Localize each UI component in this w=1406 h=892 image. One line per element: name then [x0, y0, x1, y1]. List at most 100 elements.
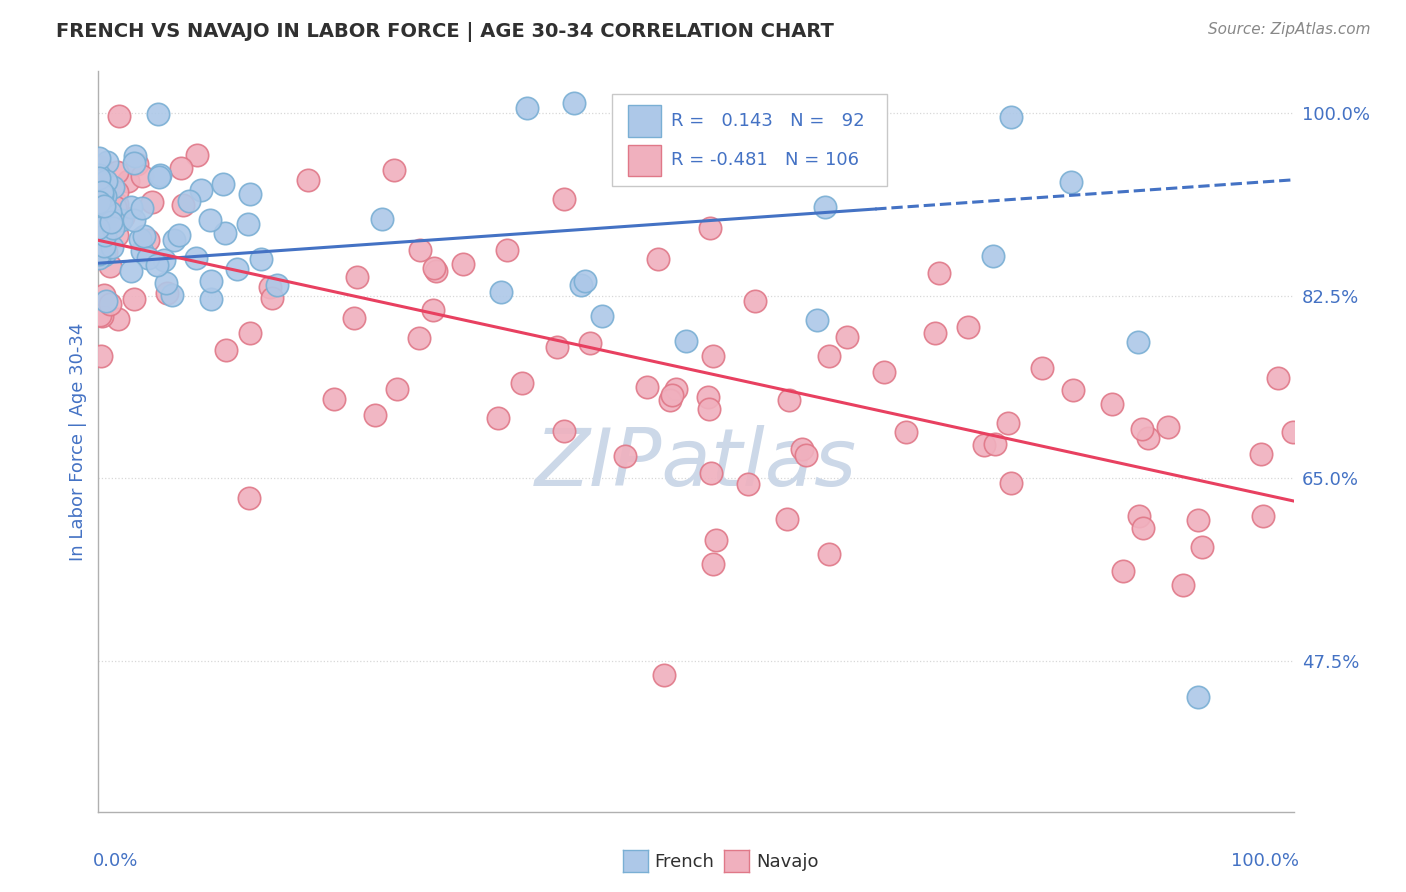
- Point: [87, 221, 110, 235]
- Point: [422, 302, 444, 317]
- Point: [93, 288, 115, 302]
- Point: [131, 169, 153, 184]
- Point: [364, 408, 387, 422]
- Point: [873, 365, 896, 379]
- Point: [200, 292, 222, 306]
- Point: [574, 274, 596, 288]
- Point: [134, 228, 156, 243]
- Text: Source: ZipAtlas.com: Source: ZipAtlas.com: [1208, 22, 1371, 37]
- Point: [896, 425, 918, 439]
- Point: [172, 198, 194, 212]
- Point: [266, 278, 288, 293]
- Point: [1156, 419, 1178, 434]
- Point: [814, 201, 837, 215]
- Point: [89, 242, 111, 256]
- Point: [658, 392, 681, 407]
- Point: [744, 294, 766, 309]
- Point: [122, 292, 145, 306]
- Point: [110, 213, 132, 227]
- Point: [928, 266, 950, 280]
- Point: [837, 330, 859, 344]
- Point: [105, 197, 128, 211]
- Point: [89, 308, 111, 322]
- Point: [91, 207, 114, 221]
- Text: 0.0%: 0.0%: [93, 853, 138, 871]
- Point: [87, 235, 110, 249]
- Point: [198, 213, 221, 227]
- Point: [817, 349, 839, 363]
- Point: [128, 232, 150, 246]
- Point: [96, 186, 118, 201]
- Point: [699, 221, 721, 235]
- Point: [776, 512, 799, 526]
- Point: [983, 436, 1005, 450]
- Point: [89, 197, 111, 211]
- Point: [101, 221, 124, 235]
- Point: [93, 235, 115, 249]
- Point: [1187, 513, 1209, 527]
- Point: [700, 466, 723, 480]
- Point: [107, 312, 129, 326]
- Point: [516, 101, 538, 115]
- Point: [120, 200, 142, 214]
- Point: [146, 106, 169, 120]
- FancyBboxPatch shape: [628, 105, 661, 136]
- Point: [647, 252, 669, 267]
- Point: [112, 211, 135, 225]
- Point: [186, 147, 208, 161]
- Point: [149, 168, 172, 182]
- Point: [495, 243, 517, 257]
- Point: [87, 246, 110, 260]
- Point: [91, 185, 114, 199]
- Point: [239, 187, 262, 202]
- Point: [1112, 564, 1135, 578]
- Point: [1128, 335, 1150, 350]
- Point: [382, 162, 405, 177]
- Point: [105, 202, 128, 217]
- FancyBboxPatch shape: [613, 94, 887, 186]
- Point: [155, 286, 177, 301]
- Point: [1000, 476, 1022, 491]
- Text: FRENCH VS NAVAJO IN LABOR FORCE | AGE 30-34 CORRELATION CHART: FRENCH VS NAVAJO IN LABOR FORCE | AGE 30…: [56, 22, 834, 42]
- Point: [104, 200, 127, 214]
- Point: [661, 388, 683, 402]
- Point: [148, 169, 170, 184]
- Point: [675, 334, 697, 349]
- Point: [90, 172, 112, 186]
- Point: [89, 251, 111, 265]
- Point: [1137, 430, 1160, 444]
- Point: [997, 417, 1019, 431]
- Point: [90, 213, 112, 227]
- Point: [1031, 360, 1053, 375]
- Point: [89, 170, 111, 185]
- Point: [214, 226, 236, 240]
- Point: [87, 224, 110, 238]
- Point: [120, 264, 142, 278]
- Point: [101, 180, 124, 194]
- Point: [90, 207, 112, 221]
- Point: [93, 190, 115, 204]
- Point: [138, 233, 160, 247]
- Point: [93, 232, 115, 246]
- Point: [90, 160, 112, 174]
- Text: 100.0%: 100.0%: [1232, 853, 1299, 871]
- Point: [90, 187, 112, 202]
- Point: [614, 449, 637, 463]
- Point: [89, 152, 111, 166]
- Point: [87, 169, 110, 183]
- Point: [167, 228, 190, 243]
- Point: [486, 410, 509, 425]
- Text: R =   0.143   N =   92: R = 0.143 N = 92: [671, 112, 865, 130]
- Point: [591, 309, 613, 323]
- Point: [1250, 447, 1272, 461]
- Point: [1000, 110, 1022, 124]
- Point: [425, 264, 447, 278]
- Point: [973, 438, 995, 452]
- Point: [697, 401, 720, 416]
- Point: [510, 376, 533, 391]
- Point: [105, 185, 128, 199]
- Text: Navajo: Navajo: [756, 853, 818, 871]
- Point: [162, 288, 184, 302]
- Point: [238, 491, 260, 505]
- Point: [546, 340, 568, 354]
